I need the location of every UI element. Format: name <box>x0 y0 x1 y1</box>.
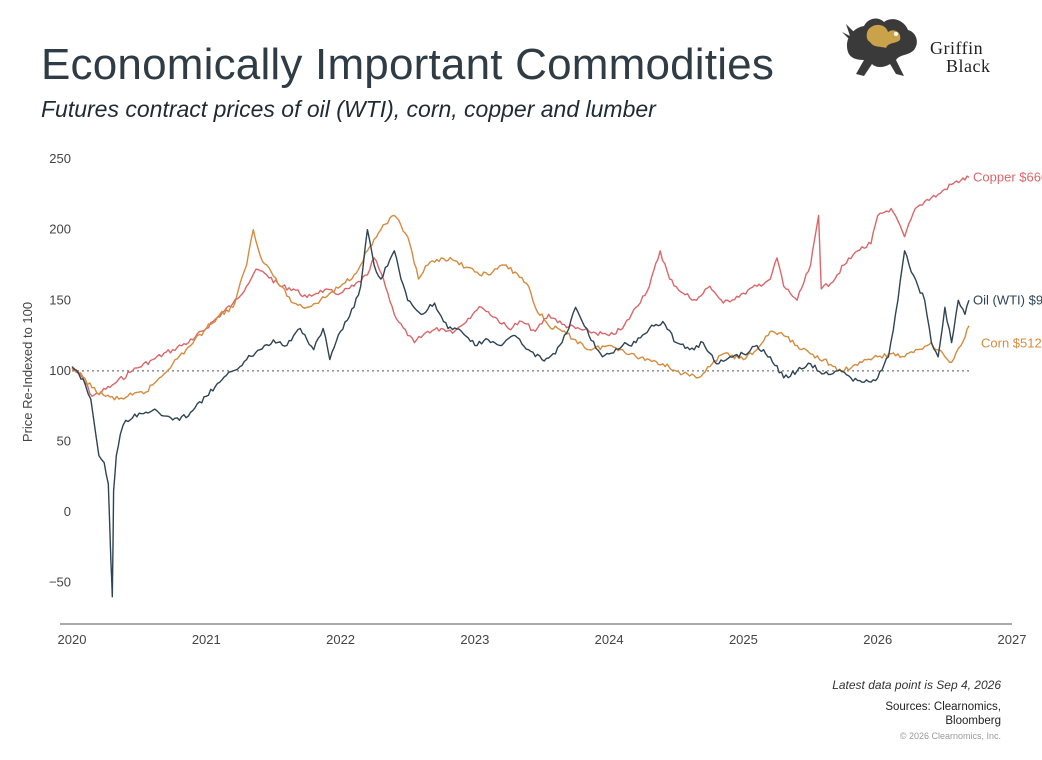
x-ticks: 2020 2021 2022 2023 2024 2025 2026 2027 <box>58 632 1027 647</box>
y-tick-label: 250 <box>49 151 71 166</box>
y-tick-label: 150 <box>49 292 71 307</box>
sources-line2: Bloomberg <box>945 715 1001 727</box>
sources-note: Sources: Clearnomics, Bloomberg <box>885 700 1001 728</box>
x-tick-label: 2022 <box>326 632 355 647</box>
logo-text-line2: Black <box>946 56 991 76</box>
series-end-label: Oil (WTI) $91 <box>973 292 1042 307</box>
series-line <box>71 214 970 401</box>
page-subtitle: Futures contract prices of oil (WTI), co… <box>41 96 656 122</box>
x-tick-label: 2024 <box>595 632 624 647</box>
x-tick-label: 2027 <box>998 632 1027 647</box>
latest-data-note: Latest data point is Sep 4, 2026 <box>832 678 1001 692</box>
logo-text-line1: Griffin <box>930 38 984 58</box>
y-tick-label: 100 <box>49 363 71 378</box>
series-line <box>71 229 970 598</box>
y-axis-label: Price Re-Indexed to 100 <box>20 302 35 442</box>
sources-line1: Sources: Clearnomics, <box>885 701 1001 713</box>
y-tick-label: 200 <box>49 222 71 237</box>
chart: Price Re-Indexed to 100 −50 0 50 100 150 200 2… <box>20 151 1042 647</box>
logo: Griffin Black <box>838 12 998 86</box>
x-tick-label: 2026 <box>863 632 892 647</box>
series-end-label: Corn $512 <box>981 336 1042 351</box>
y-tick-label: 50 <box>57 433 71 448</box>
series-group <box>71 175 970 598</box>
copyright: © 2026 Clearnomics, Inc. <box>899 731 1001 741</box>
x-tick-label: 2021 <box>192 632 221 647</box>
x-tick-label: 2023 <box>460 632 489 647</box>
y-tick-label: 0 <box>64 504 71 519</box>
series-line <box>71 175 970 397</box>
x-tick-label: 2025 <box>729 632 758 647</box>
griffin-icon <box>842 18 917 76</box>
page-title: Economically Important Commodities <box>41 40 775 89</box>
end-labels: Copper $660 Corn $512 Oil (WTI) $91 <box>973 169 1042 350</box>
y-tick-label: −50 <box>49 575 71 590</box>
x-tick-label: 2020 <box>58 632 87 647</box>
series-end-label: Copper $660 <box>973 169 1042 184</box>
y-ticks: −50 0 50 100 150 200 250 <box>49 151 71 590</box>
